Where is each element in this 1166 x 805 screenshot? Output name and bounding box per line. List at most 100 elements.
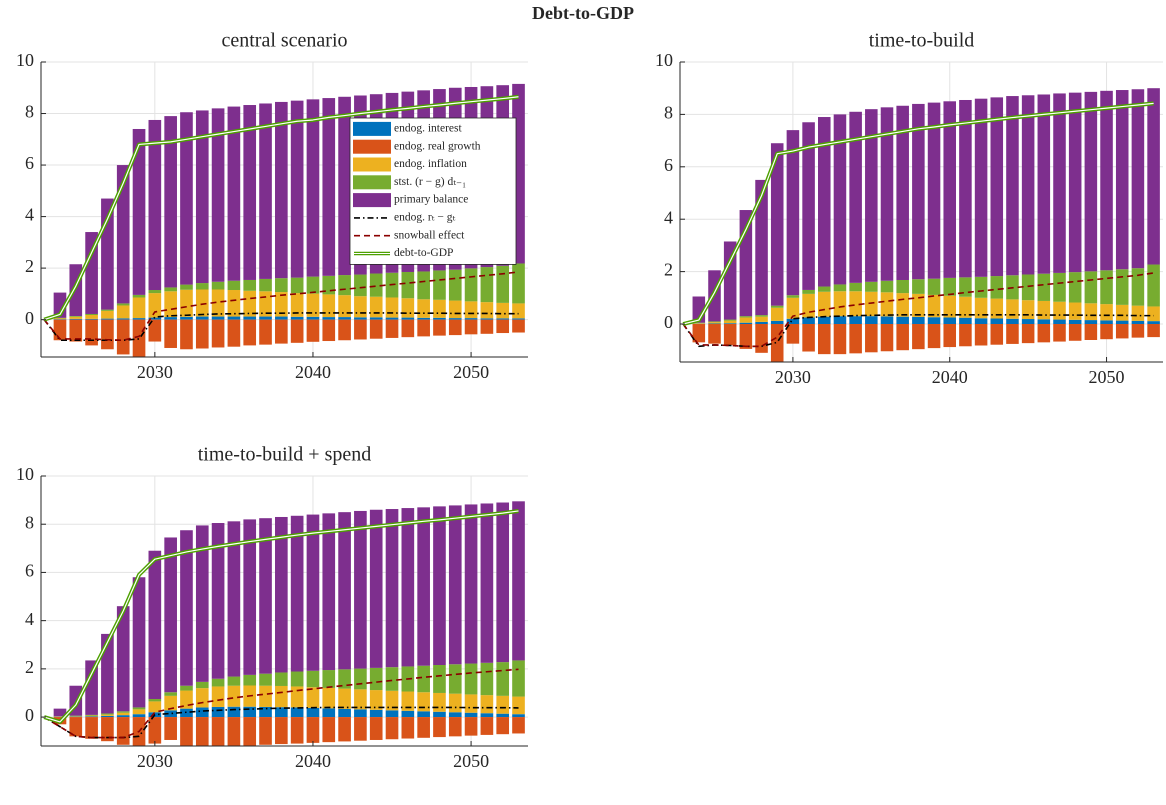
bar-segment [1037,273,1051,301]
bar-segment [180,112,193,285]
bar-segment [211,717,225,746]
bar-segment [448,693,462,713]
bar-segment [53,708,67,717]
bar-segment [243,674,257,686]
bar-segment [116,606,130,712]
bar-segment [802,289,815,294]
bar-segment [85,716,98,718]
bar-segment [290,316,304,320]
bar-segment [243,279,257,291]
bar-segment [180,289,193,317]
bar-segment [770,320,784,325]
x-tick-label: 2030 [137,751,173,771]
bar-segment [195,681,209,689]
bar-segment [195,110,209,284]
legend-swatch [353,193,391,208]
bar-segment [338,275,351,296]
bar-segment [243,706,257,718]
bar-segment [306,316,320,320]
bar-segment [164,710,177,718]
bar-segment [433,692,446,712]
bar-segment [148,319,162,342]
bar-segment [896,324,909,351]
bar-segment [259,673,272,686]
bar-segment [739,316,753,318]
bar-segment [480,713,494,718]
y-tick-label: 2 [25,256,34,276]
bar-segment [180,319,193,350]
bar-segment [786,324,800,344]
bar-segment [464,663,478,695]
bar-segment [974,98,988,277]
bar-segment [1147,306,1160,322]
bar-segment [195,707,209,718]
bar-segment [101,715,114,718]
bar-segment [433,270,446,300]
bar-segment [417,717,430,738]
y-tick-label: 8 [25,512,34,532]
bar-segment [53,317,67,319]
bar-segment [148,698,162,702]
bar-segment [802,122,815,290]
bar-segment [880,316,894,325]
legend-swatch [353,139,391,154]
line-series [682,272,1154,348]
bar-segment [211,319,225,348]
y-tick-label: 6 [25,153,34,173]
y-tick-label: 10 [16,50,34,70]
bar-segment [275,292,288,317]
bar-segment [164,692,177,696]
bar-segment [116,711,130,713]
bar-segment [195,717,209,746]
x-tick-label: 2050 [1089,367,1125,387]
subplot-title: central scenario [221,30,347,52]
bar-segment [132,707,146,710]
bar-segment [275,707,288,718]
bar-segment [1006,96,1019,276]
bar-segment [480,662,494,696]
bar-segment [448,664,462,694]
bar-segment [164,317,177,320]
bar-segment [180,717,193,746]
bar-segment [148,290,162,294]
bar-segment [723,241,737,320]
bar-segment [1053,319,1066,325]
bar-segment [448,717,462,737]
bar-segment [417,507,430,666]
bar-segment [385,667,399,691]
bar-segment [496,319,510,334]
bar-segment [354,709,367,718]
bar-segment [53,318,67,320]
bar-segment [132,319,146,357]
bar-segment [322,294,336,318]
bar-segment [880,292,894,317]
bar-segment [1068,324,1082,341]
bar-segment [290,686,304,708]
bar-segment [148,119,162,291]
bar-segment [322,687,336,709]
bar-segment [85,315,98,319]
x-tick-label: 2040 [932,367,968,387]
bar-segment [116,303,130,306]
bar-segment [227,706,241,718]
bar-segment [912,279,925,294]
bar-segment [755,321,768,325]
x-tick-label: 2030 [775,367,811,387]
bar-segment [227,319,241,347]
bar-segment [723,324,737,345]
bar-segment [849,316,862,325]
bar-segment [306,276,320,294]
bar-segment [290,277,304,294]
bar-segment [448,300,462,319]
bar-segment [354,274,367,297]
bar-segment [959,324,972,347]
subplot: 0 2 4 6 8 10 2030 2040 2050 central scenario endog… [16,30,528,382]
bar-segment [943,295,956,318]
bar-segment [275,316,288,320]
bar-segment [354,296,367,318]
bar-segment [1147,324,1160,338]
bar-segment [116,319,130,355]
bar-segment [512,319,525,333]
plot-area [682,88,1160,362]
bar-segment [818,324,831,355]
